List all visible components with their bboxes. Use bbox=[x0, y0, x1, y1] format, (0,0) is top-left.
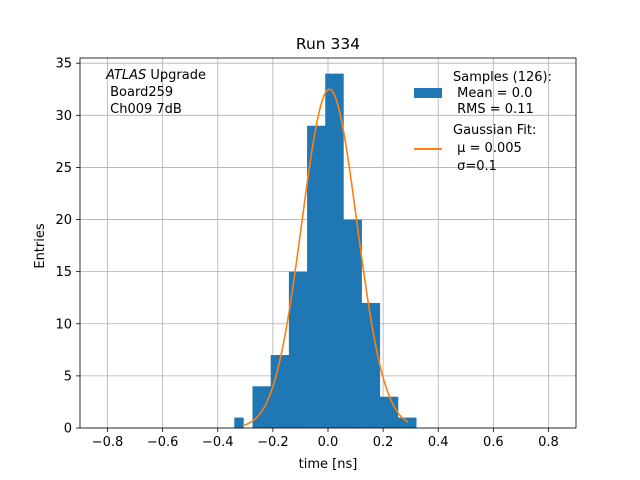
legend-samples-line-1: Samples (126): bbox=[453, 70, 552, 85]
y-tick-label: 35 bbox=[55, 57, 72, 72]
histogram-bar bbox=[388, 396, 399, 428]
y-tick-label: 0 bbox=[64, 422, 72, 437]
y-axis-ticks: 0 5 10 15 20 25 30 35 bbox=[55, 57, 80, 437]
histogram-bar bbox=[334, 73, 344, 429]
annotation-line-3: Ch009 7dB bbox=[106, 102, 182, 117]
annotation-line-1: ATLAS Upgrade bbox=[105, 68, 206, 83]
y-tick-label: 10 bbox=[55, 317, 72, 332]
x-tick-label: 0.2 bbox=[373, 435, 394, 450]
x-tick-label: 0.0 bbox=[318, 435, 339, 450]
y-tick-label: 30 bbox=[55, 109, 72, 124]
histogram-bars bbox=[234, 73, 417, 429]
histogram-bar bbox=[343, 219, 353, 428]
histogram-bar bbox=[407, 417, 417, 428]
histogram-bar bbox=[288, 271, 299, 428]
x-tick-label: −0.6 bbox=[147, 435, 179, 450]
legend: Samples (126): Mean = 0.0 RMS = 0.11 Gau… bbox=[414, 70, 552, 174]
legend-fit-line-3: σ=0.1 bbox=[453, 159, 497, 174]
x-axis-label: time [ns] bbox=[299, 457, 358, 472]
x-tick-label: −0.4 bbox=[202, 435, 234, 450]
x-tick-label: −0.2 bbox=[257, 435, 289, 450]
y-tick-label: 5 bbox=[64, 369, 72, 384]
x-axis-ticks: −0.8 −0.6 −0.4 −0.2 0.0 0.2 0.4 0.6 0.8 bbox=[92, 428, 559, 450]
histogram-bar bbox=[397, 417, 408, 428]
histogram-bar bbox=[370, 302, 381, 428]
legend-samples-line-2: Mean = 0.0 bbox=[453, 86, 532, 101]
x-tick-label: −0.8 bbox=[92, 435, 124, 450]
annotation: ATLAS Upgrade Board259 Ch009 7dB bbox=[105, 68, 206, 117]
y-axis-label: Entries bbox=[33, 223, 48, 269]
histogram-bar bbox=[361, 302, 372, 428]
histogram-bar bbox=[279, 355, 290, 428]
histogram-bar bbox=[352, 219, 362, 428]
legend-samples-line-3: RMS = 0.11 bbox=[453, 102, 534, 117]
fit-curve-line bbox=[242, 88, 409, 427]
y-tick-label: 20 bbox=[55, 213, 72, 228]
fit-curve-layer bbox=[242, 88, 409, 427]
histogram-bar bbox=[316, 125, 326, 429]
x-tick-label: 0.6 bbox=[483, 435, 504, 450]
annotation-rest: Upgrade bbox=[146, 68, 206, 83]
histogram-bar bbox=[307, 125, 317, 429]
y-tick-label: 25 bbox=[55, 161, 72, 176]
legend-bar-swatch bbox=[414, 88, 442, 98]
chart-title: Run 334 bbox=[296, 35, 360, 53]
annotation-italic: ATLAS bbox=[105, 68, 146, 83]
y-tick-label: 15 bbox=[55, 265, 72, 280]
x-tick-label: 0.8 bbox=[538, 435, 559, 450]
legend-fit-line-1: Gaussian Fit: bbox=[453, 123, 536, 138]
histogram-bar bbox=[379, 396, 390, 428]
histogram-bar bbox=[234, 417, 244, 428]
histogram-bar bbox=[252, 386, 262, 428]
histogram-bar bbox=[270, 355, 281, 428]
x-tick-label: 0.4 bbox=[428, 435, 449, 450]
histogram-bar bbox=[261, 386, 271, 428]
annotation-line-2: Board259 bbox=[106, 85, 173, 100]
histogram-bar bbox=[297, 271, 308, 428]
histogram-bar bbox=[325, 73, 335, 429]
legend-fit-line-2: μ = 0.005 bbox=[453, 141, 522, 156]
